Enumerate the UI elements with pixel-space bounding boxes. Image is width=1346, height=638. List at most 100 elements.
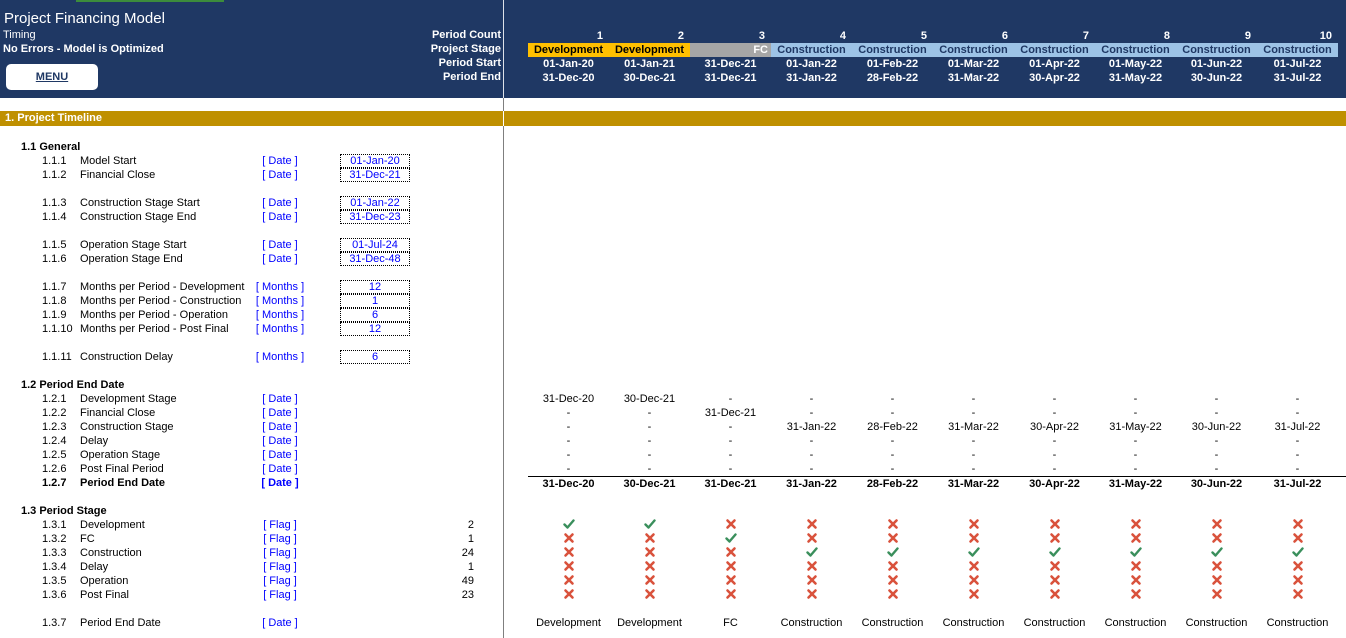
row-unit: [ Date ] (262, 211, 298, 223)
check-icon (1095, 546, 1176, 560)
row-unit: [ Date ] (262, 197, 298, 209)
input-cell[interactable]: 01-Jul-24 (340, 238, 410, 252)
project-stage-cell: Construction (1095, 43, 1176, 57)
period-value-cell: - (1133, 463, 1138, 475)
period-value-cell: 30-Jun-22 (1191, 421, 1242, 433)
period-value-cell: - (1214, 463, 1219, 475)
section-divider (503, 111, 504, 126)
period-value-cell: - (1052, 449, 1057, 461)
row-total: 1 (467, 533, 474, 545)
project-stage-cell: Construction (1176, 43, 1257, 57)
row-label: Construction Delay (80, 351, 173, 363)
period-value-cell: - (1133, 449, 1138, 461)
period-end-cell: 28-Feb-22 (866, 72, 919, 84)
row-unit: [ Date ] (262, 407, 298, 419)
stage-name-cell: Construction (780, 617, 843, 629)
row-number: 1.3.1 (42, 519, 67, 531)
row-unit: [ Flag ] (263, 547, 297, 559)
period-value-cell: 31-May-22 (1108, 478, 1163, 490)
cross-icon (771, 574, 852, 588)
row-number: 1.1.11 (42, 351, 72, 363)
row-label: Operation Stage End (80, 253, 183, 265)
period-start-cell: 01-May-22 (1108, 58, 1163, 70)
input-cell[interactable]: 31-Dec-23 (340, 210, 410, 224)
row-number: 1.2.5 (42, 449, 67, 461)
row-number: 1.2.2 (42, 407, 67, 419)
input-cell[interactable]: 01-Jan-20 (340, 154, 410, 168)
period-value-cell: - (728, 449, 733, 461)
input-cell[interactable]: 1 (340, 294, 410, 308)
period-value-cell: - (890, 449, 895, 461)
period-end-cell: 31-Jan-22 (786, 72, 837, 84)
period-start-cell: 01-Jun-22 (1190, 58, 1243, 70)
period-count-cell: 4 (839, 30, 846, 42)
row-unit: [ Months ] (255, 281, 305, 293)
period-value-cell: 30-Jun-22 (1190, 478, 1243, 490)
row-number: 1.1.1 (42, 155, 67, 167)
period-value-cell: - (971, 449, 976, 461)
input-cell[interactable]: 6 (340, 308, 410, 322)
period-stage-group-title: 1.3 Period Stage (21, 505, 107, 517)
period-count-label: Period Count (431, 29, 501, 41)
period-count-cell: 1 (596, 30, 603, 42)
row-unit: [ Flag ] (263, 561, 297, 573)
cross-icon (528, 574, 609, 588)
row-unit: [ Date ] (262, 155, 298, 167)
period-start-label: Period Start (438, 57, 501, 69)
row-unit: [ Date ] (262, 435, 298, 447)
period-value-cell: - (1052, 393, 1057, 405)
period-value-cell: - (890, 407, 895, 419)
row-number: 1.3.3 (42, 547, 67, 559)
period-value-cell: - (809, 393, 814, 405)
period-end-label: Period End (442, 71, 501, 83)
input-cell[interactable]: 6 (340, 350, 410, 364)
cross-icon (1257, 518, 1338, 532)
row-label: Operation (80, 575, 129, 587)
period-value-cell: - (1214, 435, 1219, 447)
row-label: Months per Period - Operation (80, 309, 228, 321)
period-value-cell: 28-Feb-22 (866, 478, 919, 490)
period-value-cell: 28-Feb-22 (867, 421, 918, 433)
period-value-cell: - (1295, 407, 1300, 419)
input-cell[interactable]: 01-Jan-22 (340, 196, 410, 210)
period-value-cell: - (1214, 407, 1219, 419)
period-value-cell: - (566, 463, 571, 475)
row-label: Development (80, 519, 145, 531)
cross-icon (1095, 560, 1176, 574)
period-value-cell: - (566, 435, 571, 447)
model-title: Project Financing Model (4, 10, 165, 27)
cross-icon (609, 588, 690, 602)
row-unit: [ Months ] (255, 309, 305, 321)
period-value-cell: - (566, 449, 571, 461)
period-value-cell: - (809, 435, 814, 447)
input-cell[interactable]: 12 (340, 322, 410, 336)
period-value-cell: 31-Dec-21 (704, 407, 757, 419)
row-unit: [ Date ] (262, 169, 298, 181)
input-cell[interactable]: 31-Dec-48 (340, 252, 410, 266)
total-rule (528, 476, 1346, 477)
cross-icon (933, 532, 1014, 546)
row-label: Construction Stage (80, 421, 174, 433)
input-cell[interactable]: 31-Dec-21 (340, 168, 410, 182)
input-cell[interactable]: 12 (340, 280, 410, 294)
cross-icon (1257, 588, 1338, 602)
cross-icon (690, 574, 771, 588)
menu-button[interactable]: MENU (6, 64, 98, 90)
period-value-cell: - (1295, 393, 1300, 405)
project-stage-label: Project Stage (430, 43, 501, 55)
cross-icon (933, 588, 1014, 602)
period-value-cell: 30-Dec-21 (623, 393, 676, 405)
project-stage-cell: Construction (1014, 43, 1095, 57)
row-label: Delay (80, 561, 109, 573)
period-value-cell: 31-May-22 (1109, 421, 1162, 433)
period-value-cell: - (1214, 393, 1219, 405)
cross-icon (528, 560, 609, 574)
row-number: 1.3.7 (42, 617, 67, 629)
cross-icon (1257, 560, 1338, 574)
period-value-cell: - (647, 421, 652, 433)
period-start-cell: 01-Jan-20 (543, 58, 594, 70)
cross-icon (1014, 574, 1095, 588)
stage-name-cell: Development (617, 617, 682, 629)
period-count-cell: 5 (920, 30, 927, 42)
stage-name-cell: Construction (1104, 617, 1167, 629)
